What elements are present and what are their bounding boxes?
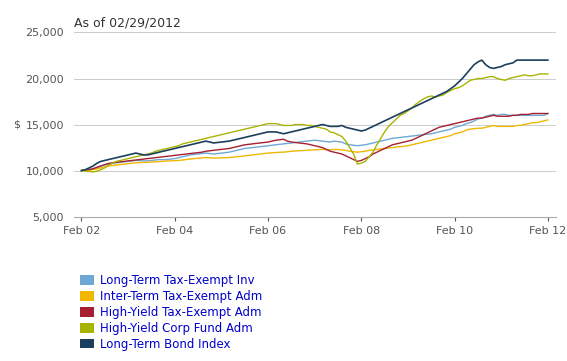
Legend: Long-Term Tax-Exempt Inv, Inter-Term Tax-Exempt Adm, High-Yield Tax-Exempt Adm, : Long-Term Tax-Exempt Inv, Inter-Term Tax… [79, 274, 262, 351]
Y-axis label: $: $ [14, 119, 20, 130]
Text: As of 02/29/2012: As of 02/29/2012 [74, 17, 180, 30]
